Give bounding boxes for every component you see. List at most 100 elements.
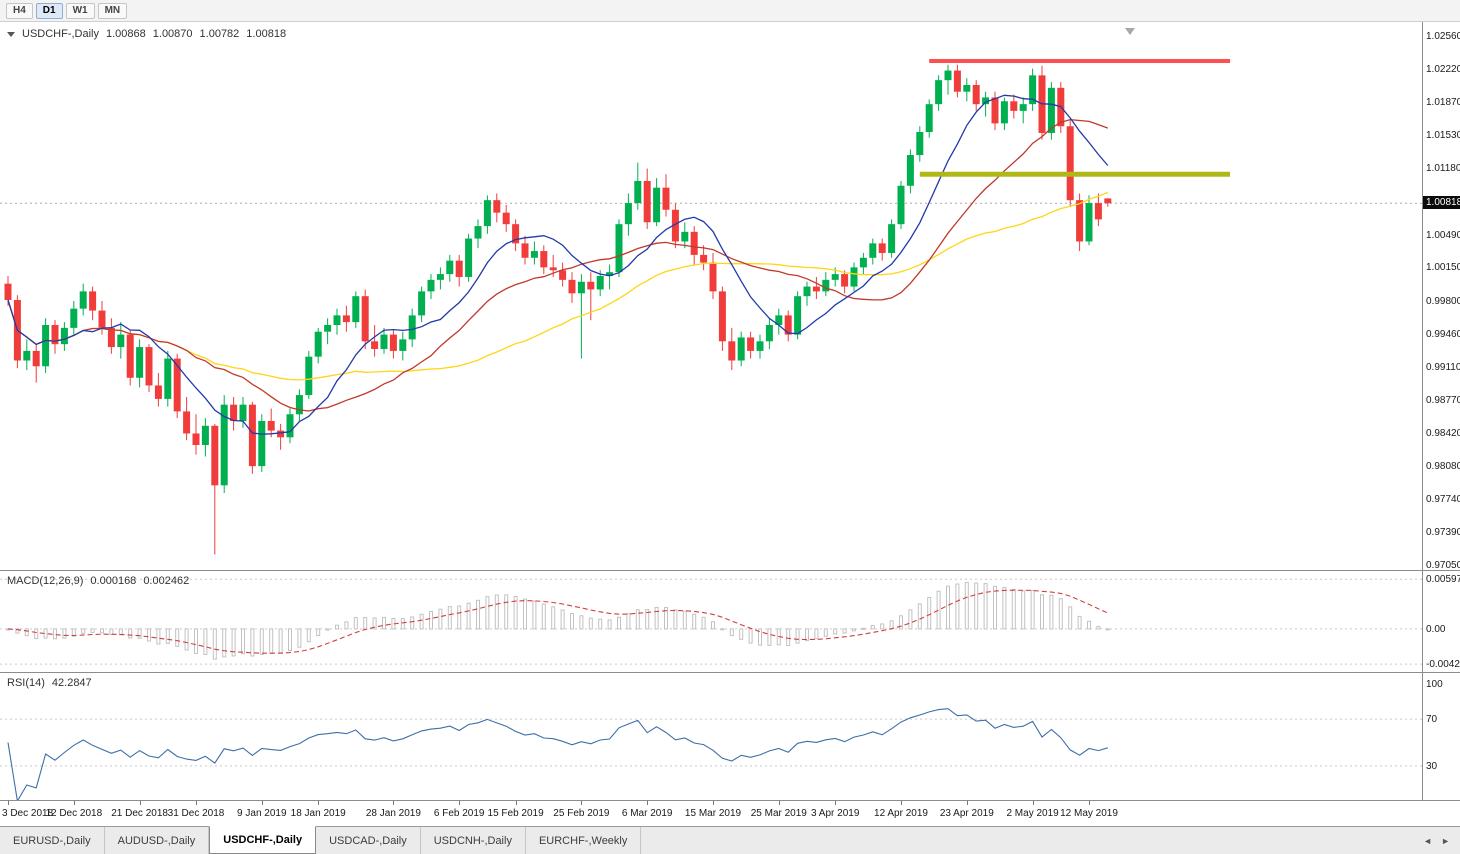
price-axis-label: 0.97050 [1426, 560, 1460, 571]
date-tick [1032, 801, 1034, 805]
close-value: 1.00818 [246, 28, 287, 40]
date-tick [713, 801, 714, 805]
date-axis-label: 25 Feb 2019 [553, 808, 610, 819]
macd-name: MACD(12,26,9) [7, 575, 84, 587]
date-axis-label: 31 Dec 2018 [167, 808, 225, 819]
tab-usdcnh-daily[interactable]: USDCNH-,Daily [421, 827, 526, 854]
chart-shift-marker[interactable] [1125, 28, 1135, 35]
macd-indicator-panel: MACD(12,26,9) 0.000168 0.002462 0.00597 0… [0, 570, 1460, 672]
date-tick [459, 801, 461, 805]
price-axis-label: 1.01180 [1426, 163, 1460, 175]
timeframe-toolbar: H4 D1 W1 MN [0, 0, 1460, 22]
date-tick [139, 801, 141, 805]
price-axis-label: 0.99110 [1426, 362, 1460, 374]
tab-scroll-right-icon[interactable]: ► [1441, 835, 1450, 846]
rsi-name: RSI(14) [7, 677, 45, 689]
price-axis-label: 1.02220 [1426, 63, 1460, 75]
timeframe-mn-button[interactable]: MN [97, 2, 128, 19]
price-axis-label: 0.99800 [1426, 295, 1460, 307]
macd-label: MACD(12,26,9) 0.000168 0.002462 [7, 575, 189, 587]
one-click-trading-toggle-icon[interactable] [7, 31, 15, 37]
chart-tab-bar: EURUSD-,Daily AUDUSD-,Daily USDCHF-,Dail… [0, 826, 1460, 854]
date-axis-label: 2 May 2019 [1006, 808, 1059, 819]
date-tick [196, 801, 197, 805]
date-tick [901, 801, 902, 805]
date-tick [515, 801, 517, 805]
macd-chart[interactable] [0, 571, 1422, 672]
rsi-value: 42.2847 [51, 677, 92, 689]
rsi-axis-label: 100 [1426, 679, 1443, 690]
rsi-axis-label: 70 [1426, 714, 1438, 726]
tab-scroll-left-icon[interactable]: ◄ [1423, 835, 1433, 846]
date-axis-label: 12 May 2019 [1060, 808, 1118, 819]
date-tick [73, 801, 75, 805]
date-axis-label: 6 Feb 2019 [433, 808, 485, 819]
price-axis-label: 1.00150 [1426, 262, 1460, 274]
date-tick [1089, 801, 1090, 805]
date-tick [581, 801, 583, 805]
date-axis-label: 18 Jan 2019 [290, 808, 346, 819]
date-axis-label: 12 Dec 2018 [45, 808, 103, 819]
date-tick [393, 801, 395, 805]
candlestick-chart[interactable] [0, 22, 1422, 570]
tab-usdcad-daily[interactable]: USDCAD-,Daily [316, 827, 421, 854]
date-axis-label: 3 Dec 2018 [2, 808, 54, 819]
date-axis-label: 6 Mar 2019 [621, 808, 673, 819]
date-tick [835, 801, 837, 805]
date-axis-label: 15 Feb 2019 [487, 808, 544, 819]
rsi-axis-label: 30 [1426, 760, 1438, 772]
date-axis-label: 12 Apr 2019 [874, 808, 928, 819]
price-axis-label: 0.97740 [1426, 493, 1460, 505]
tab-scroll-controls: ◄ ► [1413, 827, 1460, 854]
date-axis-label: 15 Mar 2019 [684, 808, 742, 819]
price-axis-label: 1.00490 [1426, 229, 1460, 241]
macd-axis[interactable]: 0.00597 0.00 -0.00424 [1422, 571, 1460, 672]
price-axis-label: 0.97390 [1426, 527, 1460, 539]
date-tick [647, 801, 649, 805]
price-axis-label: 1.02560 [1426, 31, 1460, 42]
macd-axis-label: 0.00597 [1426, 574, 1460, 586]
rsi-chart[interactable] [0, 673, 1422, 800]
price-axis[interactable]: 1.02560 1.02220 1.01870 1.01530 1.01180 1.004… [1422, 22, 1460, 571]
date-axis-label: 25 Mar 2019 [750, 808, 807, 819]
rsi-label: RSI(14) 42.2847 [7, 677, 92, 689]
date-tick [318, 801, 320, 805]
current-price-tag: 1.00818 [1423, 196, 1460, 210]
price-chart-panel: USDCHF-,Daily 1.00868 1.00870 1.00782 1.… [0, 22, 1460, 571]
chart-ohlc-label: USDCHF-,Daily 1.00868 1.00870 1.00782 1.… [7, 28, 286, 40]
tab-audusd-daily[interactable]: AUDUSD-,Daily [105, 827, 210, 854]
open-value: 1.00868 [106, 28, 146, 40]
symbol-timeframe-label: USDCHF-,Daily [22, 28, 99, 40]
price-axis-label: 1.01530 [1426, 129, 1460, 141]
date-axis-label: 9 Jan 2019 [237, 808, 287, 819]
high-value: 1.00870 [152, 28, 193, 40]
rsi-indicator-panel: RSI(14) 42.2847 100 70 30 [0, 672, 1460, 800]
low-value: 1.00782 [199, 28, 240, 40]
price-axis-label: 0.98420 [1426, 428, 1460, 440]
timeframe-h4-button[interactable]: H4 [6, 2, 33, 19]
macd-signal-value: 0.002462 [143, 575, 190, 587]
macd-axis-label: -0.00424 [1426, 659, 1460, 671]
tab-eurusd-daily[interactable]: EURUSD-,Daily [0, 827, 105, 854]
date-axis-label: 28 Jan 2019 [365, 808, 421, 819]
price-axis-label: 0.99460 [1426, 328, 1460, 340]
price-axis-label: 0.98770 [1426, 394, 1460, 406]
date-tick [261, 801, 263, 805]
date-axis[interactable]: 3 Dec 2018 12 Dec 2018 21 Dec 2018 31 Dec 2… [0, 800, 1460, 826]
price-axis-label: 0.98080 [1426, 461, 1460, 473]
date-axis-label: 3 Apr 2019 [811, 808, 860, 819]
date-tick [778, 801, 780, 805]
tab-eurchf-weekly[interactable]: EURCHF-,Weekly [526, 827, 642, 854]
date-tick [8, 801, 9, 805]
price-axis-label: 1.01870 [1426, 97, 1460, 109]
macd-axis-label: 0.00 [1426, 623, 1446, 635]
date-axis-label: 21 Dec 2018 [111, 808, 168, 819]
rsi-axis[interactable]: 100 70 30 [1422, 673, 1460, 800]
tab-usdchf-daily[interactable]: USDCHF-,Daily [209, 826, 317, 854]
date-axis-label: 23 Apr 2019 [939, 808, 994, 819]
date-tick [966, 801, 968, 805]
timeframe-w1-button[interactable]: W1 [65, 2, 95, 19]
macd-main-value: 0.000168 [90, 575, 137, 587]
timeframe-d1-button[interactable]: D1 [35, 2, 63, 19]
